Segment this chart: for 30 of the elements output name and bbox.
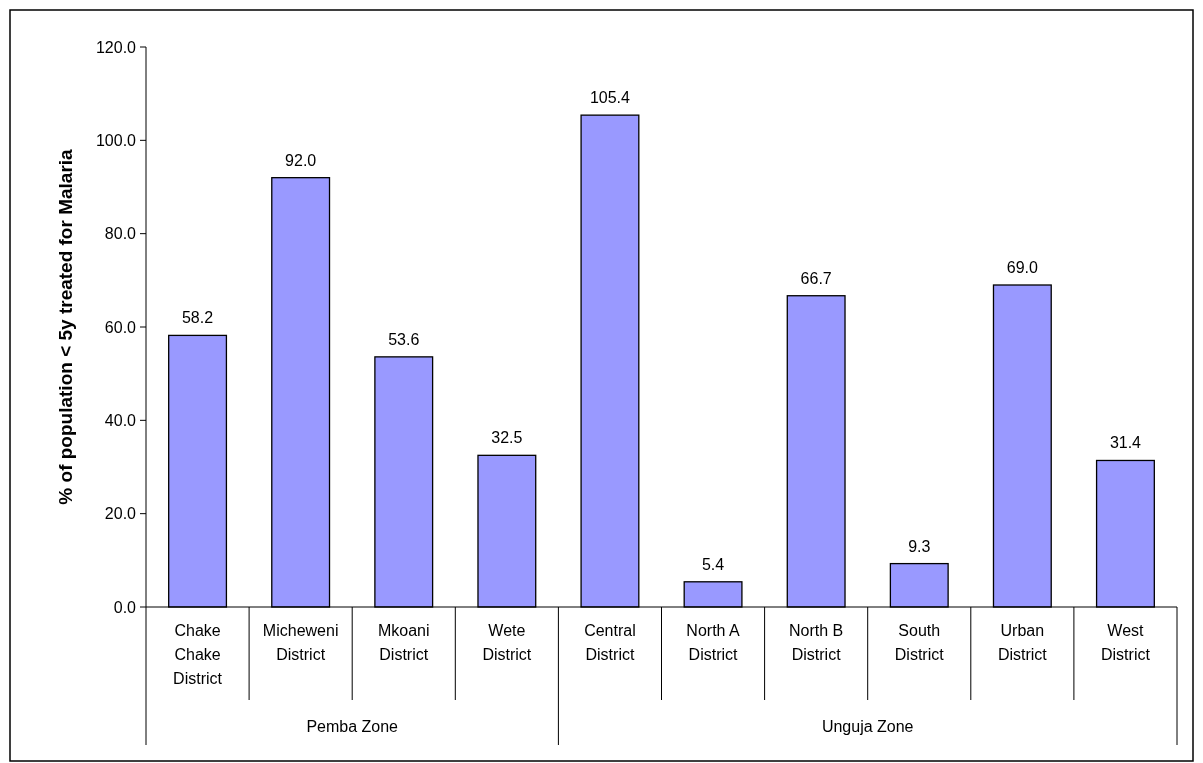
x-tick-label: Chake Chake District [173, 622, 223, 687]
data-label: 32.5 [491, 429, 523, 447]
y-tick-label: 60.0 [104, 318, 137, 336]
x-tick-label: West District [1101, 622, 1151, 663]
x-tick-label: Mkoani District [377, 622, 430, 663]
y-tick-label: 80.0 [104, 225, 137, 243]
x-tick-label: Wete District [482, 622, 532, 663]
x-tick-label: Central District [584, 622, 636, 663]
data-label: 58.2 [181, 309, 214, 327]
data-label: 69.0 [1006, 259, 1039, 276]
y-tick-label: 100.0 [95, 131, 137, 149]
data-label: 66.7 [800, 269, 832, 287]
data-label: 9.3 [908, 537, 931, 555]
text: Pemba Zone [306, 718, 399, 735]
y-axis-title: % of population < 5y treated for Malaria [55, 148, 76, 505]
data-label: 105.4 [589, 89, 631, 107]
y-tick-label: 0.0 [113, 598, 137, 616]
x-tick-label: Micheweni District [262, 622, 339, 663]
data-label: 31.4 [1109, 434, 1142, 452]
x-tick-label: North B District [789, 622, 844, 663]
text: Unguja Zone [821, 718, 914, 735]
x-tick-label: North A District [686, 622, 741, 663]
x-tick-label: Urban District [997, 622, 1048, 663]
data-label: 92.0 [285, 151, 317, 169]
data-label: 53.6 [388, 330, 420, 348]
x-tick-label: South District [894, 622, 945, 663]
data-label: 5.4 [701, 555, 725, 573]
y-tick-label: 120.0 [95, 38, 137, 56]
y-tick-label: 40.0 [104, 411, 137, 429]
y-tick-label: 20.0 [104, 505, 137, 523]
